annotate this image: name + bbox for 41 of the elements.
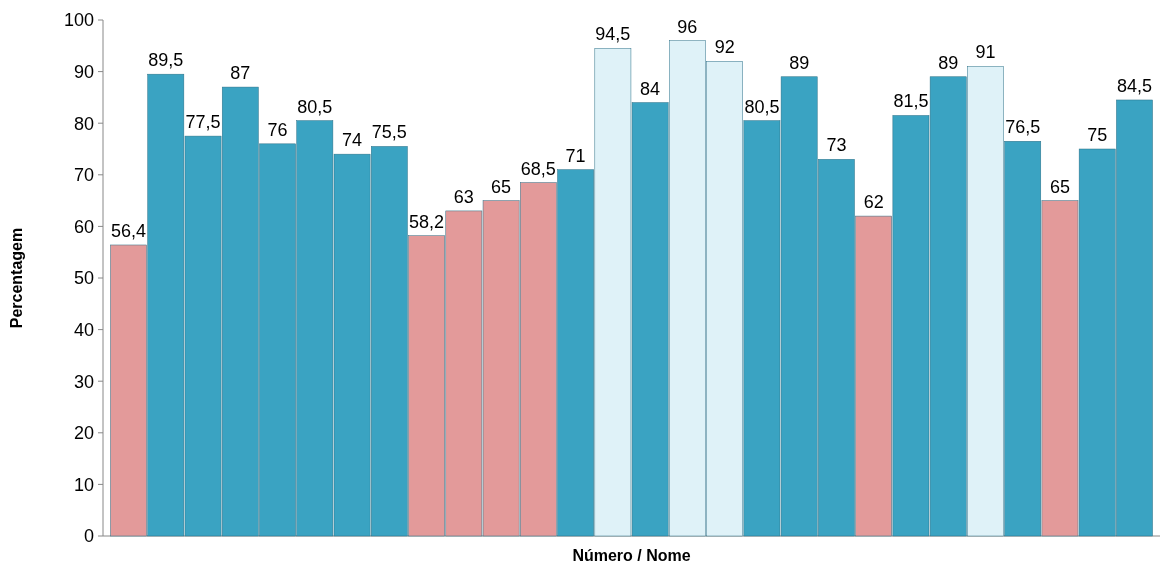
y-tick-label: 40 — [73, 319, 94, 340]
data-label: 62 — [863, 192, 884, 213]
data-label: 68,5 — [520, 158, 556, 179]
y-tick-label: 30 — [73, 371, 94, 392]
data-label: 84 — [640, 78, 661, 99]
y-tick-label: 60 — [73, 216, 94, 237]
data-label: 84,5 — [1116, 75, 1152, 96]
data-label: 56,4 — [111, 220, 147, 241]
data-label: 80,5 — [297, 96, 333, 117]
y-tick-label: 80 — [73, 113, 94, 134]
data-label: 87 — [230, 63, 251, 84]
data-label: 75 — [1087, 125, 1108, 145]
y-tick-label: 100 — [63, 10, 94, 31]
y-tick-label: 0 — [83, 526, 94, 547]
data-label: 91 — [975, 42, 996, 63]
data-label: 58,2 — [409, 211, 445, 232]
data-label: 65 — [1049, 176, 1070, 197]
data-label: 77,5 — [185, 112, 221, 133]
y-tick-label: 70 — [73, 165, 94, 186]
data-label: 76,5 — [1005, 117, 1041, 138]
data-label: 81,5 — [893, 91, 929, 112]
y-tick-label: 20 — [73, 423, 94, 444]
data-label: 94,5 — [595, 24, 631, 45]
y-axis-title: Percentagem — [8, 227, 25, 329]
data-label: 73 — [826, 135, 847, 156]
y-tick-label: 10 — [73, 474, 94, 495]
data-label: 92 — [714, 37, 735, 58]
data-label: 89 — [938, 52, 959, 73]
x-axis-title: Número / Nome — [572, 547, 691, 564]
data-label: 74 — [342, 130, 363, 151]
data-label: 71 — [565, 145, 586, 166]
data-label: 96 — [677, 16, 698, 37]
y-tick-label: 90 — [73, 61, 94, 82]
data-label: 76 — [267, 119, 288, 140]
data-label: 63 — [453, 186, 474, 207]
data-label: 75,5 — [371, 122, 407, 143]
data-label: 89,5 — [148, 50, 184, 71]
y-tick-label: 50 — [73, 268, 94, 289]
data-label: 65 — [491, 176, 512, 197]
data-label: 89 — [789, 52, 810, 73]
data-label: 80,5 — [744, 96, 780, 117]
